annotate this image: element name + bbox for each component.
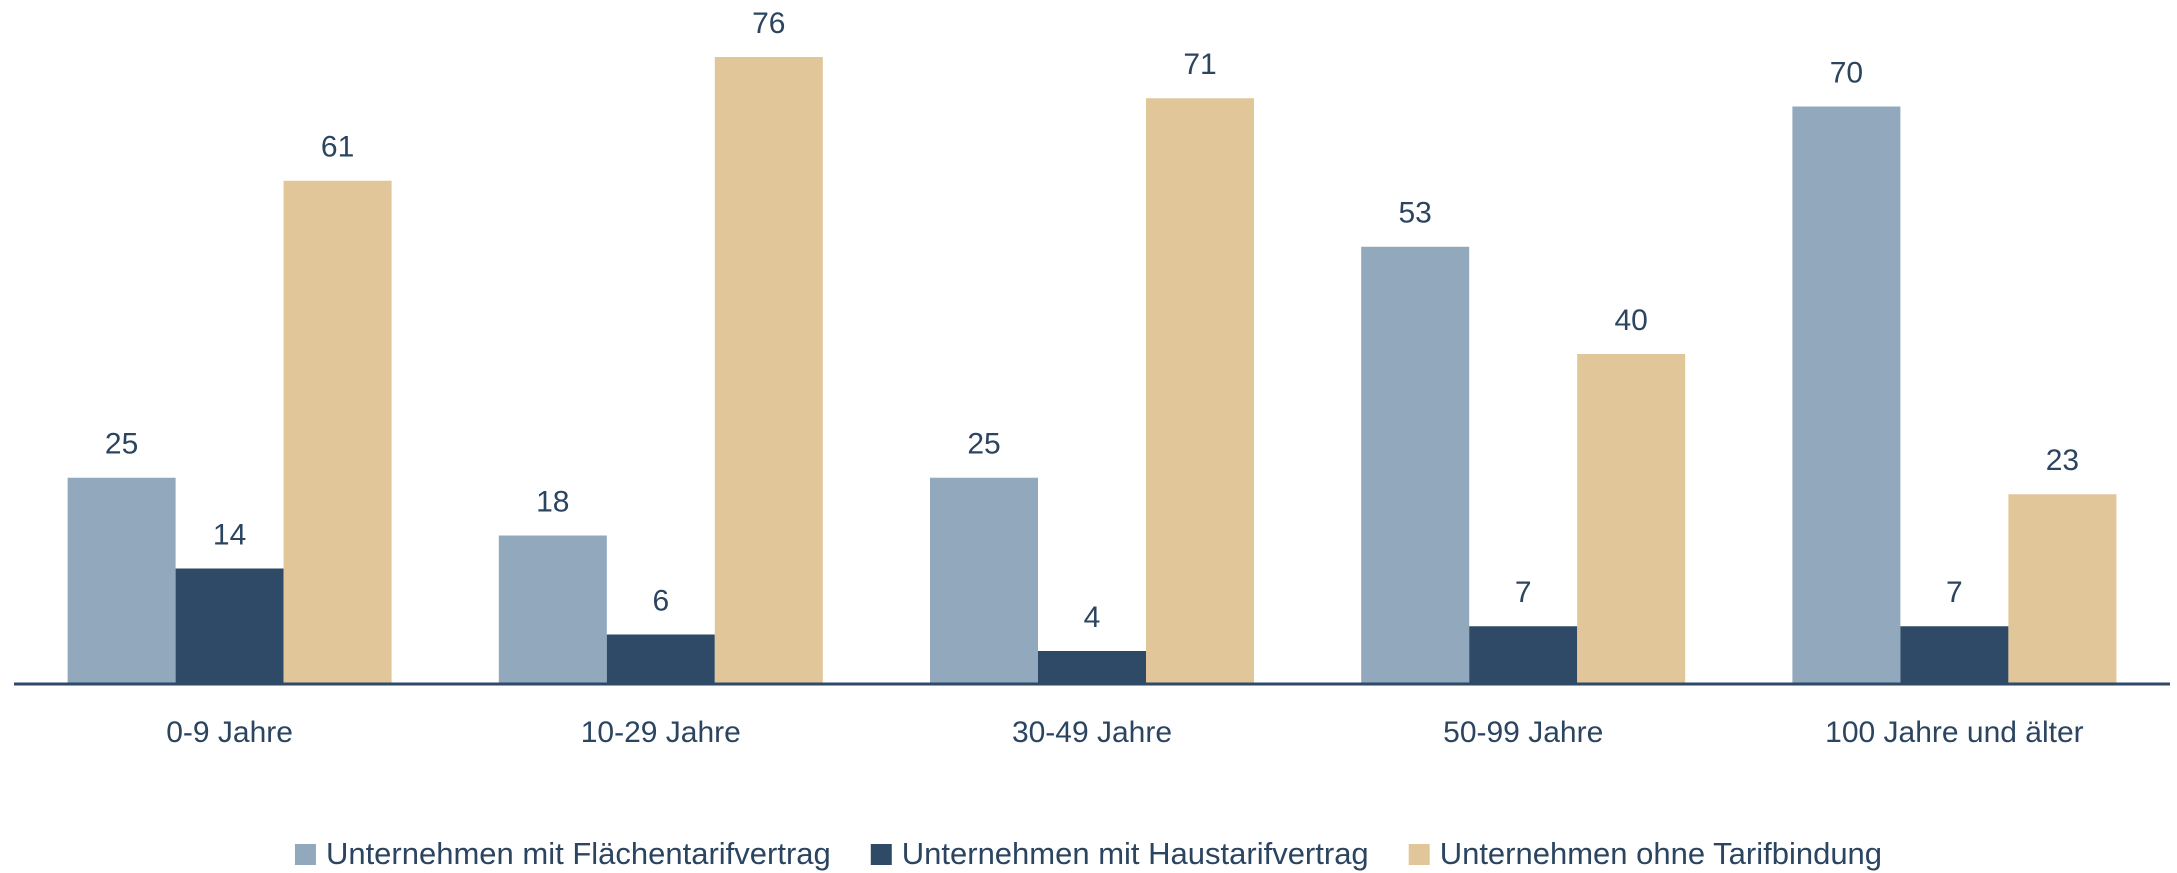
legend-swatch [870, 844, 892, 865]
value-label: 40 [1615, 304, 1648, 337]
bar [1361, 246, 1470, 684]
bar [930, 477, 1038, 684]
value-label: 7 [1946, 576, 1963, 609]
bar [1792, 106, 1901, 684]
bar [2008, 494, 2117, 684]
bar [175, 568, 284, 684]
value-label: 23 [2046, 444, 2079, 477]
bar [283, 180, 392, 684]
x-tick-label: 0-9 Jahre [166, 716, 293, 749]
value-label: 25 [105, 428, 138, 461]
x-tick-label: 50-99 Jahre [1443, 716, 1603, 749]
bar [1469, 626, 1578, 684]
value-label: 4 [1084, 601, 1101, 634]
legend-label: Unternehmen ohne Tarifbindung [1440, 836, 1882, 871]
legend-label: Unternehmen mit Flächentarifvertrag [326, 836, 831, 871]
x-tick-label: 30-49 Jahre [1012, 716, 1172, 749]
value-label: 61 [321, 131, 354, 164]
value-label: 25 [967, 428, 1000, 461]
bar [606, 634, 715, 684]
value-label: 7 [1515, 576, 1532, 609]
legend-label: Unternehmen mit Haustarifvertrag [902, 836, 1369, 871]
value-label: 71 [1183, 48, 1216, 81]
value-label: 76 [752, 7, 785, 40]
bar [1038, 651, 1146, 684]
bar [1577, 354, 1686, 684]
value-label: 18 [536, 485, 569, 518]
bar [1146, 98, 1254, 684]
x-tick-label: 100 Jahre und älter [1825, 716, 2084, 749]
bar [498, 535, 607, 684]
value-label: 53 [1399, 197, 1432, 230]
bar [714, 57, 823, 684]
value-label: 70 [1830, 56, 1863, 89]
legend-swatch [1408, 844, 1430, 865]
value-label: 14 [213, 518, 246, 551]
x-tick-label: 10-29 Jahre [581, 716, 741, 749]
bar [1900, 626, 2009, 684]
bar [67, 477, 176, 684]
value-label: 6 [652, 584, 669, 617]
legend-swatch [294, 844, 316, 865]
